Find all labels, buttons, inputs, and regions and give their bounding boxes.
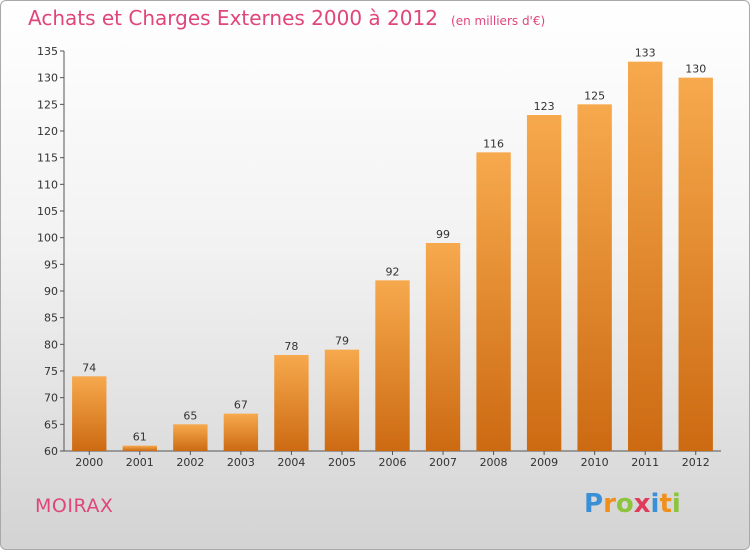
value-label-2000: 74: [82, 361, 96, 374]
y-tick-label: 85: [44, 312, 58, 325]
y-tick-label: 90: [44, 285, 58, 298]
x-tick-label: 2006: [379, 456, 407, 469]
y-tick-label: 125: [37, 98, 58, 111]
x-tick-label: 2012: [682, 456, 710, 469]
bar-2007: [425, 243, 461, 451]
x-tick-label: 2005: [328, 456, 356, 469]
x-tick-label: 2002: [176, 456, 204, 469]
bar-2009: [526, 115, 562, 451]
value-label-2011: 133: [635, 47, 656, 60]
bar-2008: [476, 152, 511, 452]
title-row: Achats et Charges Externes 2000 à 2012 (…: [28, 6, 545, 30]
value-label-2007: 99: [436, 228, 450, 241]
value-label-2006: 92: [386, 265, 400, 278]
x-tick-label: 2010: [581, 456, 609, 469]
bar-2010: [577, 104, 612, 451]
commune-name: MOIRAX: [35, 495, 114, 517]
logo-letter: i: [650, 489, 660, 519]
y-axis: 60 65 70 75 80 85 90 95 100 105 110 115 120 125 130 135: [37, 45, 65, 458]
proxiti-logo: Proxiti: [584, 489, 681, 519]
y-tick-label: 100: [37, 232, 58, 245]
bar-2003: [223, 413, 259, 451]
y-tick-label: 135: [37, 45, 58, 58]
y-tick-label: 110: [37, 178, 58, 191]
y-tick-label: 115: [37, 152, 58, 165]
bar-2006: [375, 280, 410, 451]
x-tick-label: 2008: [480, 456, 508, 469]
x-tick-label: 2009: [530, 456, 558, 469]
logo-letter: t: [659, 489, 672, 519]
logo-letter: x: [633, 489, 651, 519]
y-tick-label: 70: [44, 392, 58, 405]
bar-2002: [173, 424, 208, 451]
y-tick-label: 120: [37, 125, 58, 138]
value-label-2004: 78: [284, 340, 298, 353]
value-label-2010: 125: [584, 89, 605, 102]
x-tick-label: 2004: [277, 456, 305, 469]
x-tick-label: 2000: [75, 456, 103, 469]
x-tick-label: 2007: [429, 456, 457, 469]
y-tick-label: 60: [44, 445, 58, 458]
bar-2005: [324, 349, 360, 451]
bar-2004: [274, 355, 309, 451]
y-tick-label: 105: [37, 205, 58, 218]
logo-letter: P: [584, 489, 604, 519]
x-axis: 2000 2001 2002 2003 2004 2005 2006 2007 2008 2009…: [64, 450, 721, 469]
value-label-2002: 65: [183, 409, 197, 422]
y-tick-label: 65: [44, 418, 58, 431]
y-tick-label: 80: [44, 338, 58, 351]
bar-2000: [72, 376, 107, 451]
value-label-2001: 61: [133, 431, 147, 444]
x-tick-label: 2011: [631, 456, 659, 469]
value-label-2003: 67: [234, 399, 248, 412]
x-tick-label: 2003: [227, 456, 255, 469]
bars: [72, 61, 713, 452]
value-label-2009: 123: [534, 100, 555, 113]
x-tick-label: 2001: [126, 456, 154, 469]
logo-letter: r: [603, 489, 616, 519]
y-tick-label: 75: [44, 365, 58, 378]
bar-2011: [628, 61, 663, 452]
logo-letter: i: [671, 489, 681, 519]
bar-2001: [122, 445, 157, 451]
value-label-2008: 116: [483, 137, 504, 150]
logo-letter: o: [615, 489, 634, 519]
bar-2012: [678, 77, 713, 452]
chart-title: Achats et Charges Externes 2000 à 2012: [28, 6, 438, 30]
y-tick-label: 95: [44, 258, 58, 271]
value-labels: 74 61 65 67 78 79 92 99 116 123 125 133 130: [82, 47, 706, 444]
value-label-2012: 130: [685, 63, 706, 76]
chart-unit: (en milliers d'€): [451, 14, 546, 28]
y-tick-label: 130: [37, 72, 58, 85]
value-label-2005: 79: [335, 335, 349, 348]
